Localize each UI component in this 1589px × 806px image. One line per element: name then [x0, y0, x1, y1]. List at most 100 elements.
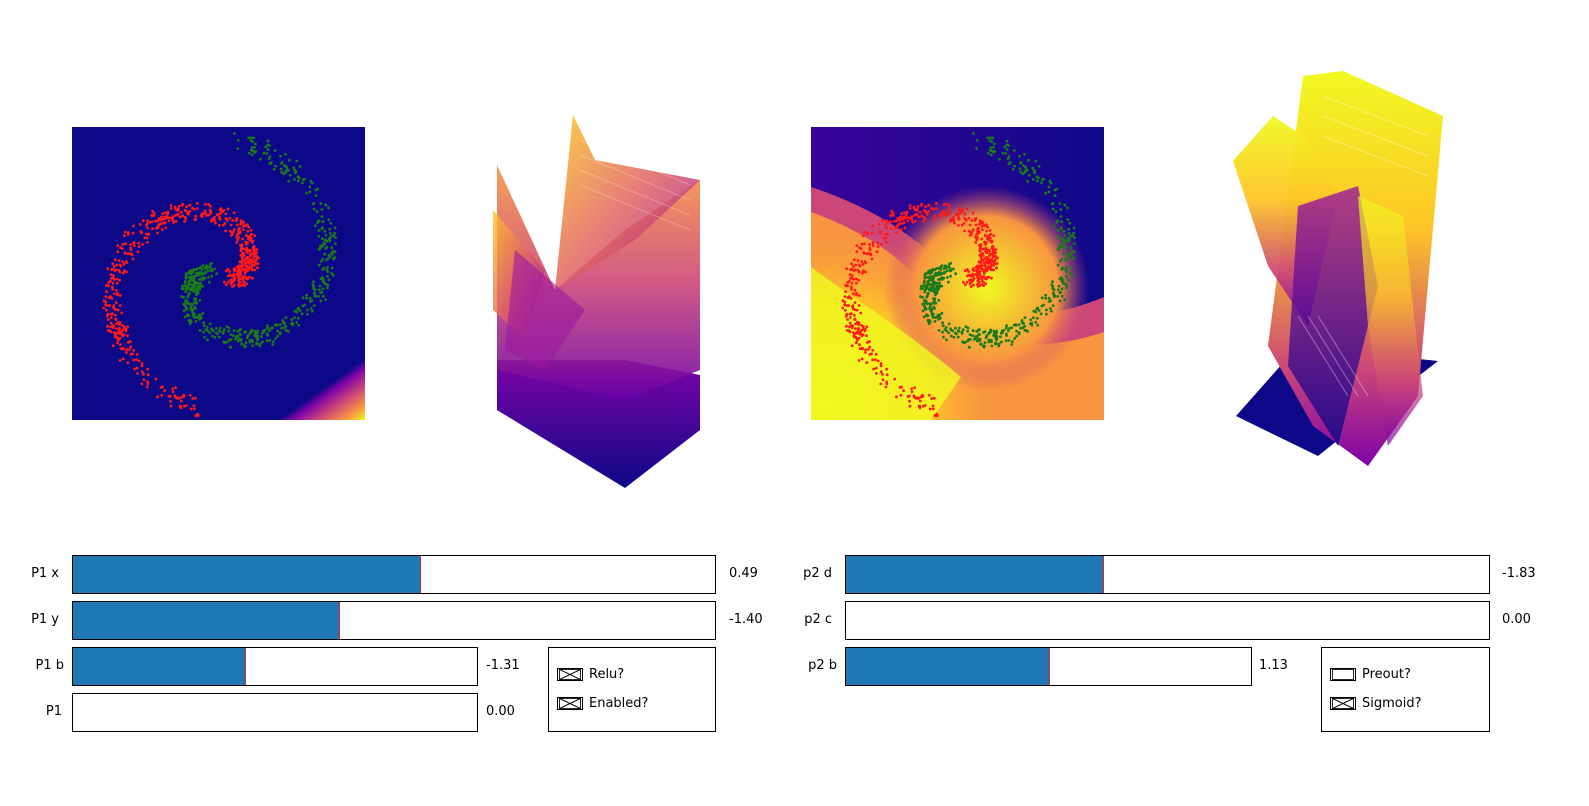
scatter-point-green — [274, 337, 277, 340]
checkbox-preout-box[interactable] — [1330, 667, 1356, 681]
slider-p2b[interactable] — [845, 647, 1252, 686]
scatter-point-red — [239, 281, 242, 285]
scatter-point-green — [321, 257, 325, 261]
scatter-point-red — [115, 335, 119, 339]
scatter-point-green — [923, 272, 927, 276]
scatter-point-red — [953, 221, 956, 225]
scatter-point-green — [960, 330, 964, 334]
slider-value-p2c: 0.00 — [1502, 612, 1531, 627]
scatter-point-green — [961, 328, 965, 331]
checkbox-relu-box[interactable] — [557, 667, 583, 681]
scatter-point-green — [1062, 252, 1066, 256]
scatter-point-red — [927, 203, 931, 207]
checkbox-sigmoid[interactable]: Sigmoid? — [1330, 695, 1422, 711]
scatter-point-green — [207, 276, 210, 279]
scatter-point-green — [945, 338, 948, 342]
scatter-point-green — [267, 157, 271, 161]
scatter-point-green — [1035, 175, 1039, 179]
scatter-point-red — [970, 219, 974, 222]
scatter-point-green — [931, 301, 935, 305]
scatter-point-red — [985, 255, 989, 259]
slider-handle-p2d[interactable] — [1103, 556, 1104, 593]
scatter-point-red — [235, 272, 239, 276]
scatter-point-green — [922, 284, 925, 288]
scatter-point-red — [855, 277, 858, 281]
scatter-point-red — [879, 362, 883, 365]
scatter-point-red — [242, 221, 246, 225]
scatter-point-green — [293, 316, 296, 320]
scatter-point-red — [895, 395, 898, 399]
scatter-point-green — [187, 314, 191, 318]
scatter-point-green — [236, 139, 240, 142]
scatter-point-green — [975, 139, 979, 142]
scatter-point-red — [857, 294, 861, 297]
slider-handle-p2b[interactable] — [1049, 648, 1050, 685]
scatter-point-green — [977, 332, 981, 336]
scatter-point-red — [146, 226, 150, 230]
scatter-point-green — [330, 234, 334, 238]
scatter-point-green — [254, 142, 257, 146]
scatter-point-red — [946, 203, 949, 206]
scatter-point-green — [308, 300, 312, 303]
scatter-point-red — [930, 397, 934, 400]
scatter-point-green — [989, 149, 993, 152]
scatter-point-green — [987, 331, 991, 334]
scatter-point-red — [983, 234, 987, 237]
scatter-point-green — [1018, 167, 1022, 171]
scatter-point-red — [871, 358, 874, 362]
scatter-point-red — [245, 282, 249, 286]
slider-p1b[interactable] — [72, 647, 478, 686]
slider-p1y[interactable] — [72, 601, 716, 640]
scatter-point-red — [893, 219, 896, 223]
checkbox-preout[interactable]: Preout? — [1330, 666, 1411, 682]
scatter-point-green — [1055, 221, 1058, 224]
scatter-point-green — [1051, 207, 1055, 211]
scatter-point-red — [219, 212, 222, 216]
scatter-point-green — [1042, 303, 1046, 307]
scatter-point-green — [944, 326, 948, 329]
scatter-point-green — [330, 246, 334, 250]
scatter-point-green — [978, 339, 982, 343]
checkbox-relu[interactable]: Relu? — [557, 666, 624, 682]
slider-handle-p1x[interactable] — [420, 556, 421, 593]
scatter-point-green — [1021, 172, 1024, 176]
scatter-point-red — [235, 217, 239, 220]
scatter-point-red — [121, 328, 125, 332]
scatter-point-green — [1048, 307, 1052, 310]
scatter-point-green — [272, 168, 276, 171]
scatter-point-red — [239, 222, 242, 226]
scatter-point-green — [1056, 295, 1059, 298]
scatter-point-green — [949, 274, 952, 278]
scatter-point-red — [214, 221, 217, 225]
slider-p2c[interactable] — [845, 601, 1490, 640]
checkbox-sigmoid-box[interactable] — [1330, 696, 1356, 710]
scatter-point-green — [982, 331, 985, 334]
slider-handle-p1b[interactable] — [245, 648, 246, 685]
scatter-point-green — [924, 307, 927, 311]
scatter-point-red — [112, 274, 115, 277]
slider-p2d[interactable] — [845, 555, 1490, 594]
checkbox-relu-label: Relu? — [589, 666, 625, 682]
scatter-point-red — [851, 274, 854, 277]
scatter-point-red — [876, 245, 880, 248]
scatter-point-red — [974, 217, 978, 220]
scatter-point-red — [857, 326, 860, 330]
scatter-point-red — [230, 278, 234, 282]
scatter-point-red — [910, 387, 913, 391]
slider-p1[interactable] — [72, 693, 478, 732]
scatter-point-red — [105, 314, 109, 318]
scatter-point-red — [223, 222, 227, 225]
checkbox-enabled-box[interactable] — [557, 696, 583, 710]
scatter-point-green — [193, 276, 196, 280]
scatter-point-red — [157, 217, 161, 220]
checkbox-enabled[interactable]: Enabled? — [557, 695, 648, 711]
scatter-point-green — [290, 318, 294, 321]
slider-handle-p1y[interactable] — [339, 602, 340, 639]
scatter-point-green — [296, 175, 300, 179]
scatter-point-green — [928, 302, 931, 306]
slider-p1x[interactable] — [72, 555, 716, 594]
scatter-point-red — [113, 277, 116, 281]
scatter-point-green — [192, 301, 196, 305]
scatter-point-green — [255, 342, 258, 346]
scatter-point-green — [931, 268, 935, 271]
